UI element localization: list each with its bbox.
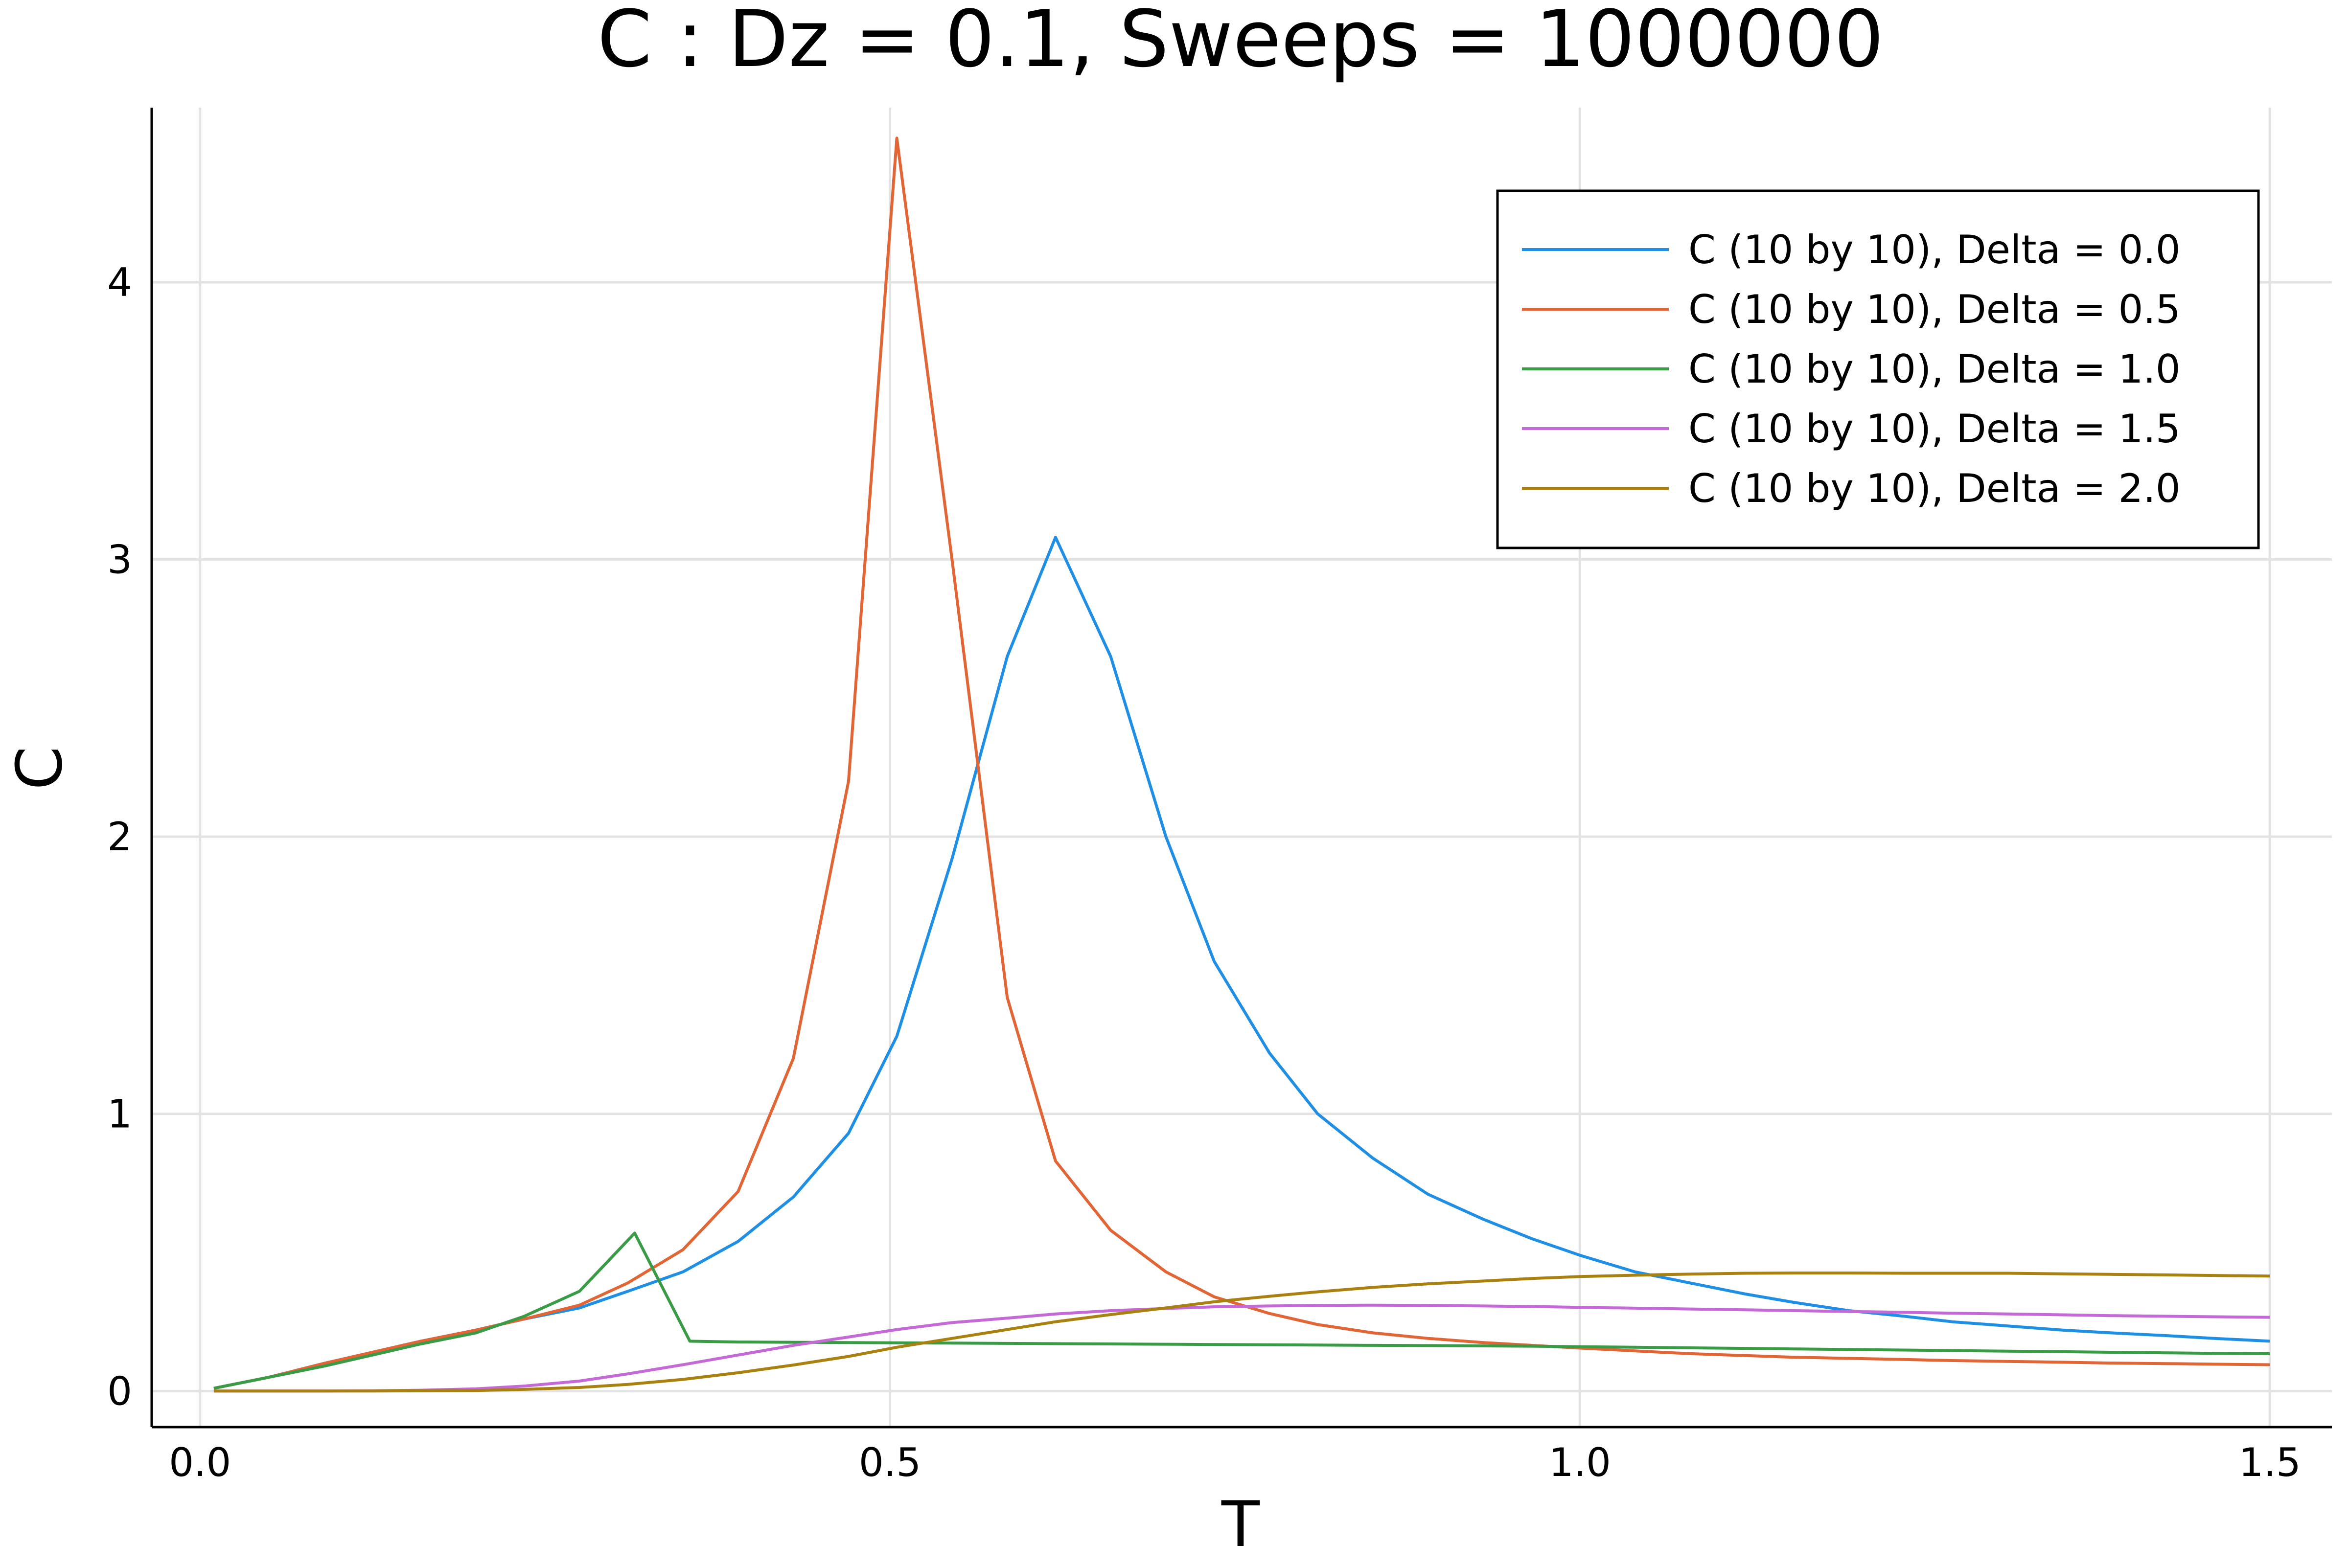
y-tick-label: 3 — [107, 537, 132, 583]
x-tick-label: 0.0 — [169, 1440, 231, 1485]
legend-label: C (10 by 10), Delta = 1.5 — [1688, 406, 2181, 452]
x-tick-label: 1.0 — [1549, 1440, 1611, 1485]
y-axis-label: C — [3, 746, 76, 790]
series-line-2 — [213, 1231, 2270, 1390]
x-axis-label: T — [1221, 1488, 1260, 1561]
series-line-3 — [213, 1303, 2270, 1393]
legend-label: C (10 by 10), Delta = 0.0 — [1688, 227, 2181, 273]
legend-label: C (10 by 10), Delta = 1.0 — [1688, 346, 2181, 392]
y-tick-label: 1 — [107, 1091, 132, 1137]
legend-label: C (10 by 10), Delta = 2.0 — [1688, 466, 2181, 511]
x-tick-label: 0.5 — [859, 1440, 921, 1485]
series-line-4 — [213, 1272, 2270, 1393]
y-tick-label: 0 — [107, 1368, 132, 1414]
legend: C (10 by 10), Delta = 0.0 C (10 by 10), D… — [1496, 189, 2260, 549]
tick-labels: 0.0 0.5 1.0 1.5 0 1 2 3 4 — [107, 260, 2301, 1485]
legend-label: C (10 by 10), Delta = 0.5 — [1688, 287, 2181, 332]
chart-title: C : Dz = 0.1, Sweeps = 1000000 — [597, 0, 1884, 85]
x-tick-label: 1.5 — [2239, 1440, 2301, 1485]
series-lines — [213, 136, 2270, 1393]
y-tick-label: 2 — [107, 814, 132, 860]
y-tick-label: 4 — [107, 260, 132, 305]
axes — [150, 108, 2332, 1429]
